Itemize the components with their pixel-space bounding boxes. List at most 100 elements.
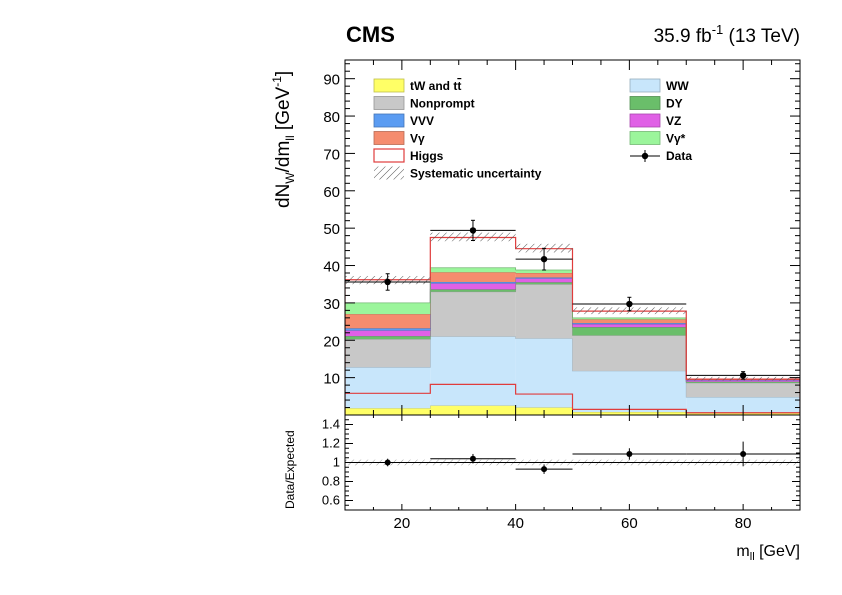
legend-entry-vz: VZ (629, 113, 681, 128)
stack-bar (572, 324, 687, 328)
experiment-label: CMS (346, 22, 395, 47)
y-tick-label: 20 (323, 333, 340, 350)
stack-bar (430, 405, 516, 415)
stack-bar (430, 283, 516, 290)
stack-bar (430, 267, 516, 273)
ratio-point (626, 450, 633, 457)
y-tick-label: 90 (323, 72, 340, 89)
legend-entry-tw: tW and tt (373, 78, 461, 93)
legend-swatch (629, 96, 661, 110)
stack-bar (430, 281, 516, 284)
stack-bar (430, 289, 516, 292)
legend-label: Higgs (410, 149, 444, 163)
legend-entry-data: Data (630, 149, 692, 163)
data-point (540, 255, 548, 263)
x-tick-label: 60 (621, 515, 638, 532)
y-tick-label: 30 (323, 296, 340, 313)
stack-bar (572, 323, 687, 325)
stack-bar (345, 330, 431, 337)
legend-swatch (373, 96, 405, 110)
stack-bar (515, 338, 573, 408)
y-tick-label: 80 (323, 109, 340, 126)
legend-label: WW (666, 79, 689, 93)
stack-bar (686, 380, 800, 382)
y-axis-label: dNW/dmll [GeV-1] (270, 71, 297, 208)
legend: tW and tt WW Nonprompt DY VVV VZ Vγ Vγ* Higgs Dat… (373, 78, 692, 181)
stack-bar (345, 302, 431, 315)
data-point (626, 300, 633, 308)
x-tick-label: 80 (735, 515, 752, 532)
stack-bar (686, 381, 800, 383)
legend-label: Vγ* (666, 132, 686, 146)
legend-entry-syst: Systematic uncertainty (374, 166, 542, 181)
ratio-y-tick-label: 1.2 (322, 436, 340, 451)
ratio-point (384, 459, 391, 466)
stack-bar (345, 328, 431, 331)
stack-bar (572, 317, 687, 320)
ratio-y-tick-label: 0.8 (322, 474, 340, 489)
legend-entry-vgs: Vγ* (629, 131, 686, 146)
lumi-label: 35.9 fb-1 (13 TeV) (654, 22, 800, 47)
legend-label: tW and tt (410, 79, 461, 93)
legend-swatch (373, 131, 405, 145)
legend-swatch (629, 113, 661, 128)
legend-entry-np: Nonprompt (373, 96, 475, 111)
ratio-plot (345, 441, 800, 474)
legend-swatch (374, 166, 404, 180)
stack-bar (430, 291, 516, 337)
stack-bar (515, 278, 573, 283)
data-point (384, 278, 391, 286)
stack-bar (430, 272, 516, 282)
legend-label: Systematic uncertainty (410, 167, 542, 181)
data-point (469, 227, 477, 234)
legend-label: DY (666, 97, 683, 111)
ratio-y-tick-label: 1.4 (322, 417, 340, 432)
ratio-y-tick-label: 0.6 (322, 493, 340, 508)
stack-bar (572, 335, 687, 371)
x-tick-label: 40 (507, 515, 524, 532)
stack-bar (515, 277, 573, 279)
stack-bar (345, 408, 431, 415)
y-tick-label: 70 (323, 146, 340, 163)
stack-bar (430, 336, 516, 406)
legend-entry-higgs: Higgs (373, 148, 444, 163)
ratio-point (740, 450, 747, 457)
legend-swatch (373, 113, 405, 128)
stack-bar (515, 284, 573, 339)
y-tick-label: 40 (323, 259, 340, 276)
stack-bar (345, 314, 431, 329)
x-tick-label: 20 (394, 515, 411, 532)
stack-bar (345, 336, 431, 340)
legend-label: Nonprompt (410, 97, 475, 111)
legend-label: VZ (666, 114, 681, 128)
legend-swatch (629, 131, 661, 145)
legend-label: Vγ (410, 132, 425, 146)
legend-label: Data (666, 149, 692, 163)
data-point (739, 372, 747, 379)
stack-bar (515, 270, 573, 273)
legend-swatch (629, 78, 661, 93)
stack-bar (515, 282, 573, 285)
y-tick-label: 10 (323, 371, 340, 388)
legend-marker (641, 152, 649, 160)
stack-bar (345, 367, 431, 409)
y-tick-label: 50 (323, 221, 340, 238)
legend-entry-vvv: VVV (373, 113, 434, 128)
legend-entry-dy: DY (629, 96, 683, 111)
stack-bar (515, 273, 573, 278)
ratio-point (469, 455, 476, 462)
legend-swatch (373, 148, 405, 163)
ratio-y-axis-label: Data/Expected (283, 430, 297, 509)
stack-bar (572, 319, 687, 324)
ratio-y-tick-label: 1 (333, 455, 340, 470)
legend-label: VVV (410, 114, 434, 128)
stack-bar (345, 339, 431, 368)
legend-swatch (373, 78, 405, 93)
main-plot (345, 219, 800, 415)
legend-entry-vg: Vγ (373, 131, 425, 146)
ratio-point (541, 466, 548, 473)
y-tick-label: 60 (323, 184, 340, 201)
stack-bar (686, 382, 800, 398)
axes: 10 20 30 40 50 60 70 80 90 20 40 60 80 0.6 0.8 1 1.2 1.4 (322, 59, 801, 532)
